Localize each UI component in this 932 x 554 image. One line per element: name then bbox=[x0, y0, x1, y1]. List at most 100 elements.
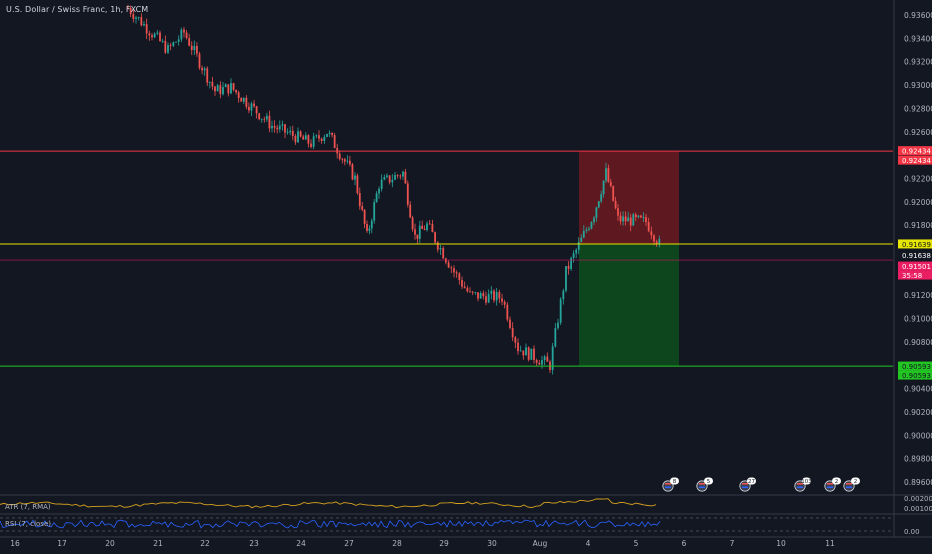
candle[interactable] bbox=[161, 38, 164, 44]
candle[interactable] bbox=[286, 128, 289, 135]
candle[interactable] bbox=[409, 201, 412, 219]
candle[interactable] bbox=[567, 261, 570, 275]
candle[interactable] bbox=[148, 30, 151, 41]
candle[interactable] bbox=[167, 42, 169, 54]
candle[interactable] bbox=[211, 76, 214, 91]
atr-label[interactable]: ATR (7, RMA) bbox=[5, 503, 51, 511]
candle[interactable] bbox=[458, 272, 461, 285]
candle[interactable] bbox=[151, 32, 153, 41]
candle[interactable] bbox=[546, 352, 549, 362]
candle[interactable] bbox=[349, 156, 351, 167]
candle[interactable] bbox=[368, 225, 371, 235]
candle[interactable] bbox=[129, 5, 132, 18]
candle[interactable] bbox=[227, 84, 230, 97]
candle[interactable] bbox=[617, 204, 619, 221]
candle[interactable] bbox=[477, 292, 479, 302]
candle[interactable] bbox=[366, 220, 368, 233]
candle[interactable] bbox=[250, 101, 253, 116]
candle[interactable] bbox=[538, 359, 541, 365]
candle[interactable] bbox=[169, 42, 172, 51]
stop-loss-price-tag-2[interactable]: 0.92434 bbox=[898, 155, 932, 166]
candle[interactable] bbox=[383, 174, 386, 181]
candle[interactable] bbox=[609, 178, 612, 188]
candle[interactable] bbox=[388, 175, 391, 185]
candle[interactable] bbox=[318, 130, 320, 142]
candle[interactable] bbox=[600, 190, 603, 204]
candle[interactable] bbox=[203, 66, 206, 76]
candle[interactable] bbox=[394, 171, 396, 181]
candle[interactable] bbox=[642, 212, 645, 223]
candle[interactable] bbox=[431, 219, 434, 233]
candle[interactable] bbox=[482, 290, 485, 300]
candle[interactable] bbox=[487, 289, 490, 304]
candle[interactable] bbox=[445, 257, 447, 265]
candle[interactable] bbox=[411, 215, 414, 232]
candle[interactable] bbox=[358, 187, 361, 210]
candle[interactable] bbox=[391, 174, 394, 188]
candle[interactable] bbox=[439, 244, 442, 256]
candle[interactable] bbox=[565, 266, 567, 293]
candle[interactable] bbox=[423, 225, 426, 231]
candle[interactable] bbox=[373, 199, 376, 224]
candle[interactable] bbox=[637, 215, 640, 219]
candle[interactable] bbox=[629, 213, 632, 232]
candle[interactable] bbox=[343, 157, 346, 166]
candle[interactable] bbox=[268, 110, 271, 133]
candle[interactable] bbox=[503, 299, 506, 309]
candle[interactable] bbox=[402, 170, 404, 180]
candle[interactable] bbox=[595, 206, 598, 222]
candle[interactable] bbox=[421, 220, 424, 230]
take-profit-price-tag-2[interactable]: 0.90593 bbox=[898, 370, 932, 381]
candle[interactable] bbox=[614, 197, 617, 210]
candle[interactable] bbox=[354, 172, 356, 186]
candle[interactable] bbox=[447, 260, 450, 269]
candle[interactable] bbox=[442, 246, 445, 259]
candle[interactable] bbox=[658, 235, 661, 248]
candle[interactable] bbox=[145, 18, 148, 40]
stop-loss-price-tag[interactable]: 0.92434 bbox=[898, 146, 932, 156]
candle[interactable] bbox=[650, 226, 653, 240]
candle[interactable] bbox=[188, 33, 191, 47]
candle[interactable] bbox=[248, 102, 250, 114]
candle[interactable] bbox=[511, 322, 514, 342]
candle[interactable] bbox=[304, 132, 307, 140]
candle[interactable] bbox=[180, 27, 183, 43]
candle[interactable] bbox=[541, 355, 543, 369]
candle[interactable] bbox=[143, 21, 145, 27]
candle[interactable] bbox=[175, 41, 177, 43]
candle[interactable] bbox=[434, 231, 436, 245]
event-badge[interactable]: 2 bbox=[824, 477, 841, 492]
candle[interactable] bbox=[153, 32, 156, 39]
candle[interactable] bbox=[577, 237, 580, 255]
candle[interactable] bbox=[219, 81, 222, 99]
candle[interactable] bbox=[190, 41, 193, 56]
candle[interactable] bbox=[562, 288, 565, 305]
candle[interactable] bbox=[575, 248, 578, 259]
candle[interactable] bbox=[338, 150, 341, 161]
candle[interactable] bbox=[216, 83, 219, 92]
candle[interactable] bbox=[493, 289, 495, 303]
candle[interactable] bbox=[509, 316, 511, 330]
candle[interactable] bbox=[426, 221, 428, 232]
candle[interactable] bbox=[485, 291, 487, 306]
candle[interactable] bbox=[278, 120, 281, 133]
candle[interactable] bbox=[570, 256, 572, 271]
candle[interactable] bbox=[135, 15, 137, 24]
candle[interactable] bbox=[185, 30, 188, 40]
candle[interactable] bbox=[588, 226, 590, 232]
candle[interactable] bbox=[653, 234, 655, 246]
symbol-title[interactable]: U.S. Dollar / Swiss Franc, 1h, FXCM bbox=[6, 5, 149, 14]
candle[interactable] bbox=[585, 227, 588, 234]
candle[interactable] bbox=[624, 211, 627, 226]
candle[interactable] bbox=[276, 124, 279, 134]
candle[interactable] bbox=[307, 134, 310, 148]
candle[interactable] bbox=[333, 132, 336, 149]
candle[interactable] bbox=[386, 173, 388, 179]
candle[interactable] bbox=[466, 285, 469, 293]
candle[interactable] bbox=[605, 162, 607, 184]
candle[interactable] bbox=[428, 219, 431, 225]
candle[interactable] bbox=[323, 134, 326, 144]
candle[interactable] bbox=[612, 185, 615, 202]
candle[interactable] bbox=[378, 186, 380, 199]
candle[interactable] bbox=[580, 234, 583, 243]
